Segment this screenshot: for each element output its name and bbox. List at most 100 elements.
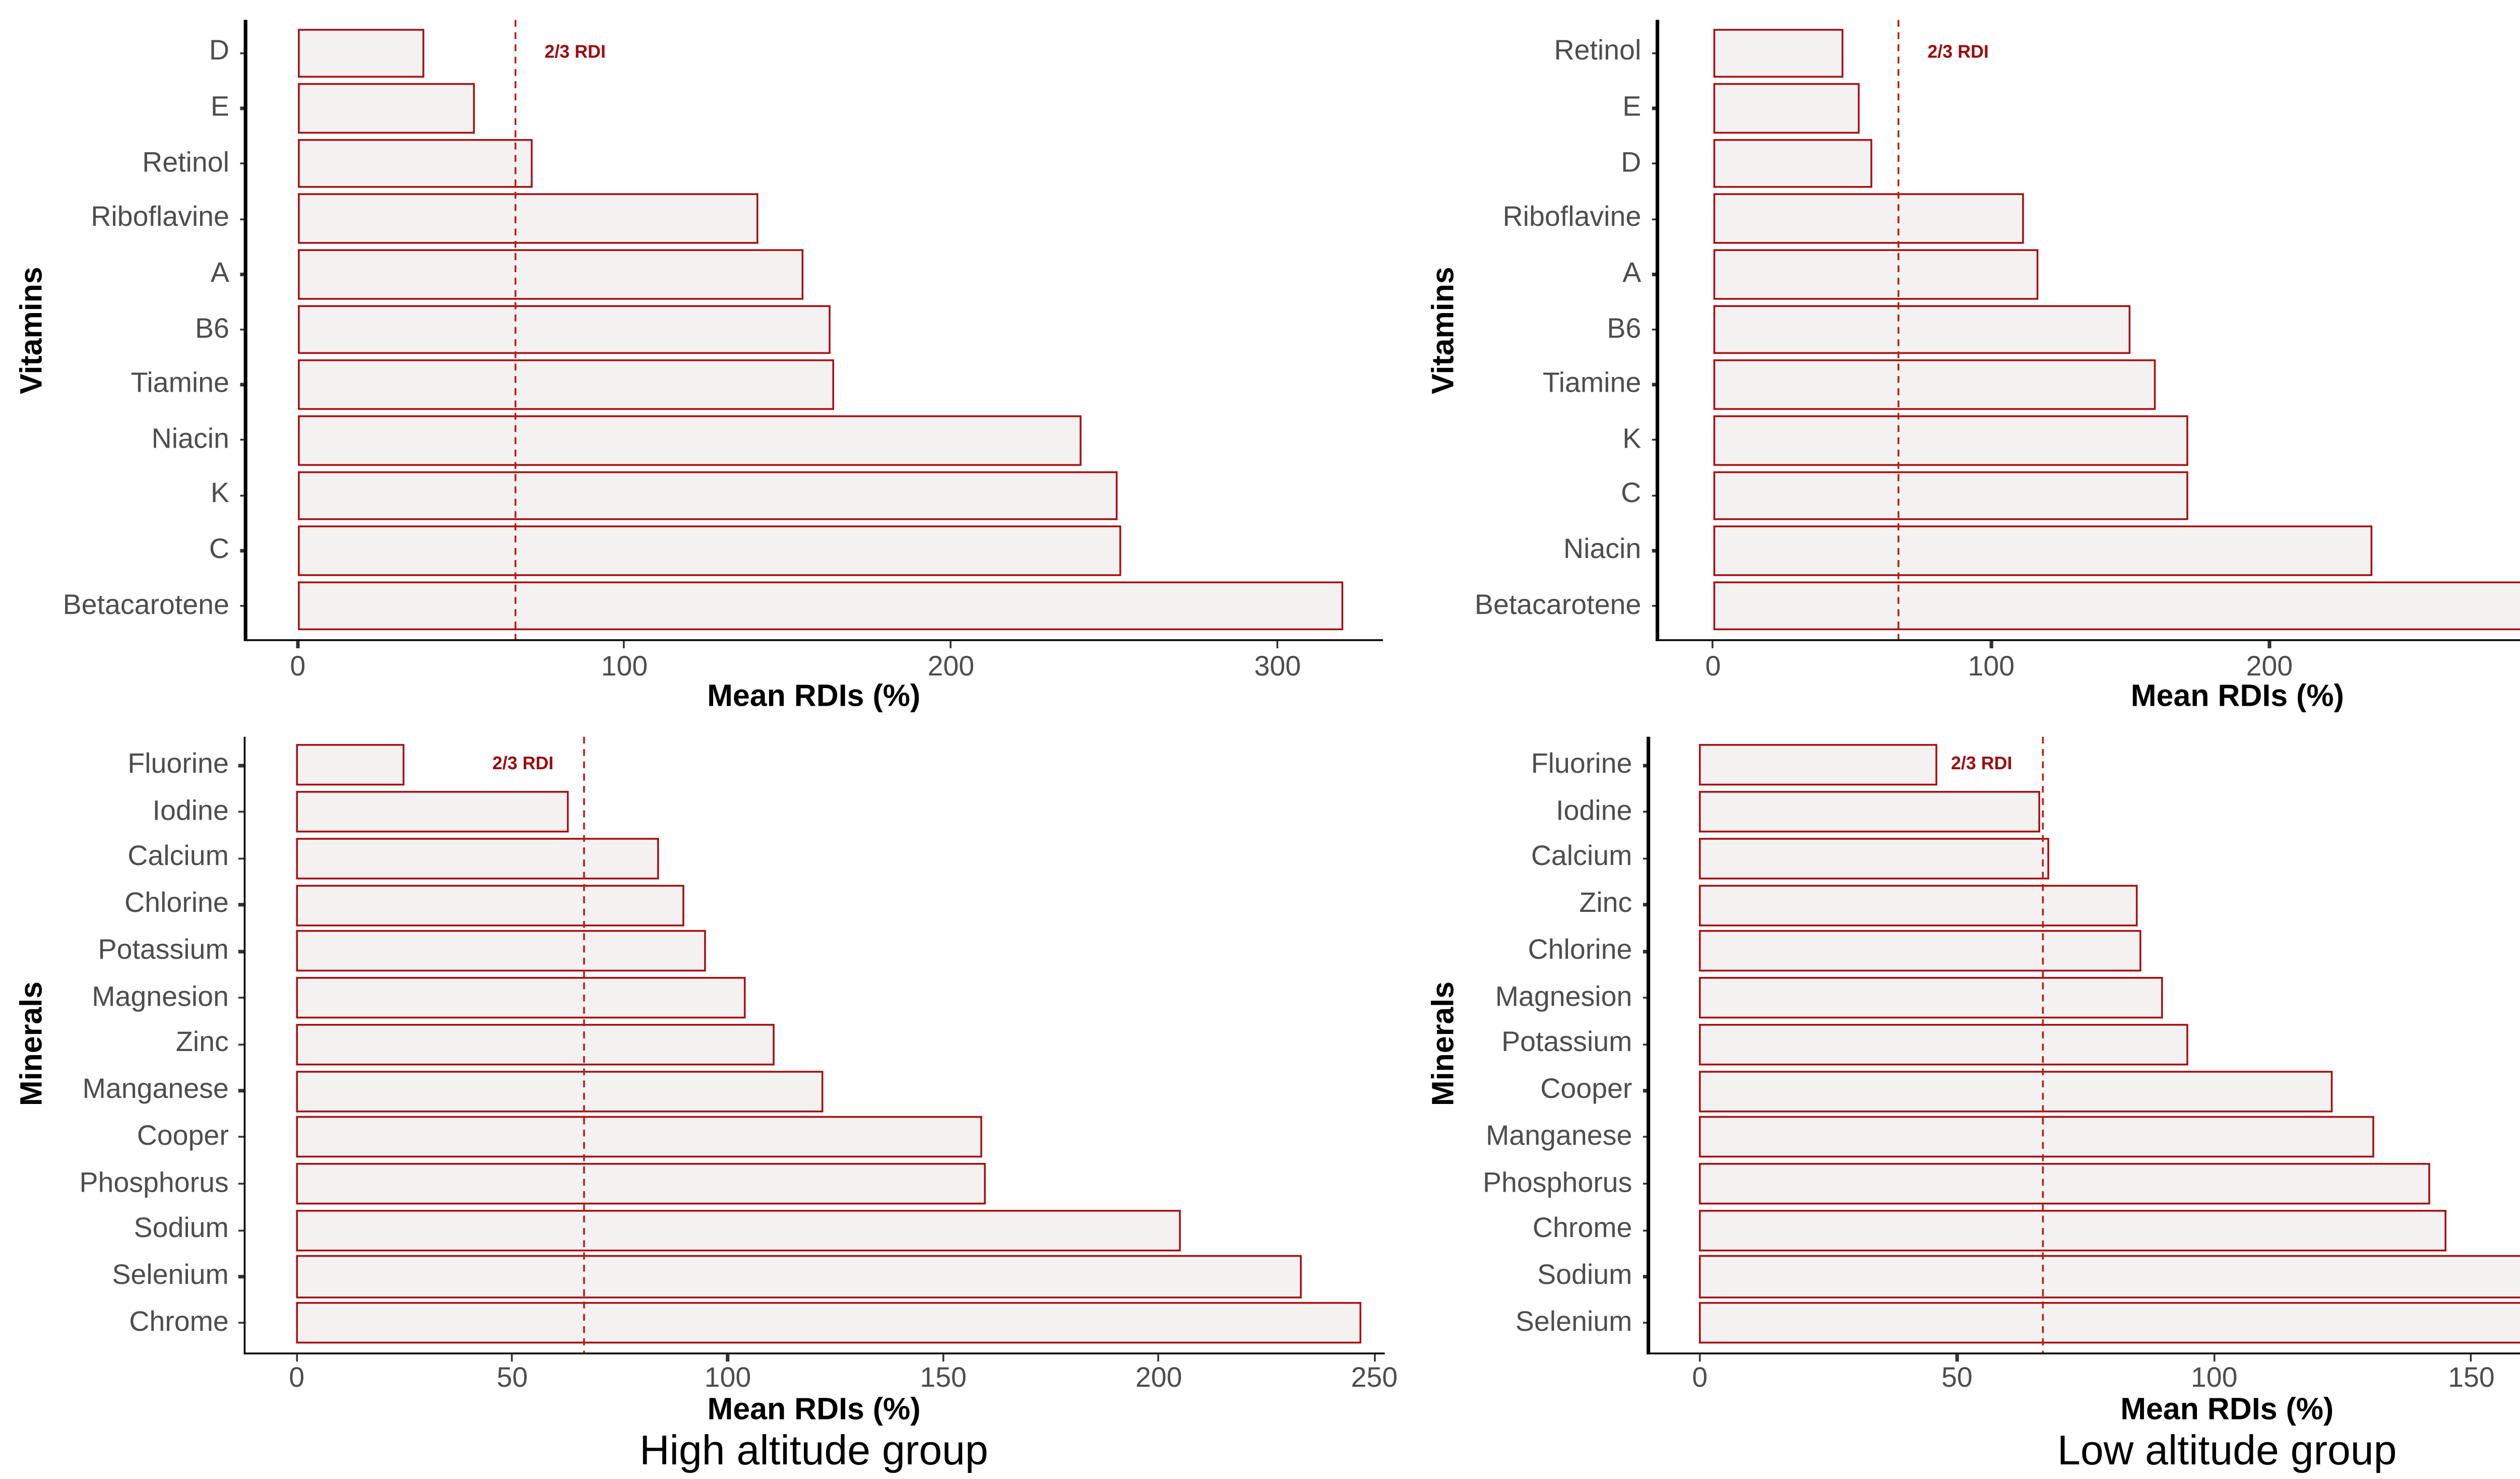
category-label: A (210, 258, 229, 289)
y-axis-line (244, 20, 247, 642)
y-tick-mark (238, 857, 245, 860)
category-label: Chrome (129, 1307, 229, 1338)
bar-k (1713, 415, 2189, 465)
y-tick-mark (238, 811, 245, 813)
category-label: Calcium (128, 842, 229, 873)
x-axis-line (1647, 1352, 2520, 1354)
y-tick-mark (1642, 1136, 1649, 1139)
x-tick-label: 250 (1351, 1364, 1398, 1395)
bar-selenium (296, 1256, 1301, 1298)
x-tick-label: 150 (920, 1364, 967, 1395)
category-label: B6 (195, 313, 229, 344)
bar-chlorine (296, 884, 685, 926)
bar-fluorine (296, 744, 405, 786)
bar-tiamine (1713, 360, 2156, 410)
category-label: B6 (1607, 313, 1642, 344)
category-label: Chlorine (1528, 935, 1632, 966)
y-tick-mark (238, 1275, 245, 1278)
bar-manganese (1699, 1116, 2374, 1158)
y-tick-mark (1642, 1183, 1649, 1185)
category-label: Fluorine (1531, 749, 1632, 780)
x-axis-line (243, 1352, 1384, 1354)
y-tick-mark (1651, 107, 1658, 110)
y-tick-mark (1651, 384, 1658, 386)
y-tick-mark (239, 217, 246, 220)
bar-potassium (296, 930, 707, 972)
bar-selenium (1699, 1302, 2520, 1344)
y-tick-mark (1651, 328, 1658, 331)
bar-calcium (1699, 837, 2050, 880)
category-label: Zinc (175, 1028, 229, 1059)
rdi-dashed-line (514, 20, 517, 640)
bar-d (1713, 139, 1872, 189)
x-tick-mark (1956, 1354, 1959, 1361)
y-tick-mark (1651, 494, 1658, 497)
category-label: K (210, 479, 229, 510)
column-title-high-altitude: High altitude group (640, 1426, 988, 1474)
bar-b6 (1713, 304, 2130, 355)
y-tick-mark (1651, 51, 1658, 54)
bar-riboflavine (297, 194, 759, 244)
category-label: Riboflavine (91, 202, 229, 233)
y-tick-mark (239, 328, 246, 331)
category-label: Cooper (1540, 1074, 1632, 1105)
x-tick-mark (623, 642, 626, 648)
y-tick-mark (239, 384, 246, 386)
y-axis-line (243, 736, 246, 1355)
x-tick-label: 0 (290, 651, 306, 682)
rdi-annotation: 2/3 RDI (544, 43, 606, 63)
category-label: K (1622, 423, 1642, 455)
category-label: A (1622, 258, 1642, 289)
bar-chlorine (1699, 930, 2143, 972)
y-tick-mark (238, 1183, 245, 1185)
y-tick-mark (238, 1043, 245, 1046)
bar-k (297, 470, 1118, 521)
bar-zinc (1699, 884, 2137, 926)
bar-manganese (296, 1070, 823, 1112)
x-tick-label: 200 (1135, 1364, 1182, 1395)
y-tick-mark (239, 51, 246, 54)
y-axis-title: Minerals (1426, 982, 1461, 1107)
category-label: Riboflavine (1502, 202, 1642, 233)
y-tick-mark (1651, 217, 1658, 220)
bar-phosphorus (1699, 1162, 2430, 1205)
x-tick-mark (296, 642, 299, 648)
y-tick-mark (239, 273, 246, 276)
category-label: Sodium (1537, 1260, 1632, 1291)
x-axis-line (1656, 639, 2520, 642)
x-tick-mark (295, 1354, 298, 1361)
x-tick-mark (1373, 1354, 1376, 1361)
bar-betacarotene (297, 581, 1343, 631)
category-label: Betacarotene (62, 590, 229, 621)
category-label: C (209, 534, 229, 566)
x-tick-label: 100 (2190, 1364, 2238, 1395)
x-tick-label: 0 (1705, 651, 1721, 682)
y-tick-mark (1642, 950, 1649, 953)
bar-d (297, 28, 425, 78)
x-tick-label: 0 (289, 1364, 305, 1395)
bar-iodine (296, 791, 569, 833)
x-tick-label: 100 (1968, 651, 2015, 682)
bar-e (1713, 83, 1861, 134)
x-tick-mark (1698, 1354, 1701, 1361)
bar-a (1713, 249, 2039, 299)
rdi-dashed-line (1897, 20, 1900, 640)
y-tick-mark (239, 605, 246, 607)
x-tick-mark (950, 642, 953, 648)
bar-magnesion (1699, 977, 2163, 1019)
y-tick-mark (238, 950, 245, 953)
category-label: Tiamine (131, 368, 229, 400)
y-tick-mark (239, 107, 246, 110)
y-tick-mark (238, 1089, 245, 1092)
bar-chrome (1699, 1209, 2446, 1252)
y-tick-mark (1651, 549, 1658, 552)
y-tick-mark (239, 162, 246, 165)
x-tick-mark (2470, 1354, 2473, 1361)
rdi-annotation: 2/3 RDI (1927, 43, 1989, 63)
bar-calcium (296, 837, 659, 880)
x-tick-label: 100 (601, 651, 648, 682)
category-label: Potassium (98, 935, 229, 966)
category-label: E (210, 92, 229, 123)
category-label: Tiamine (1542, 368, 1642, 400)
